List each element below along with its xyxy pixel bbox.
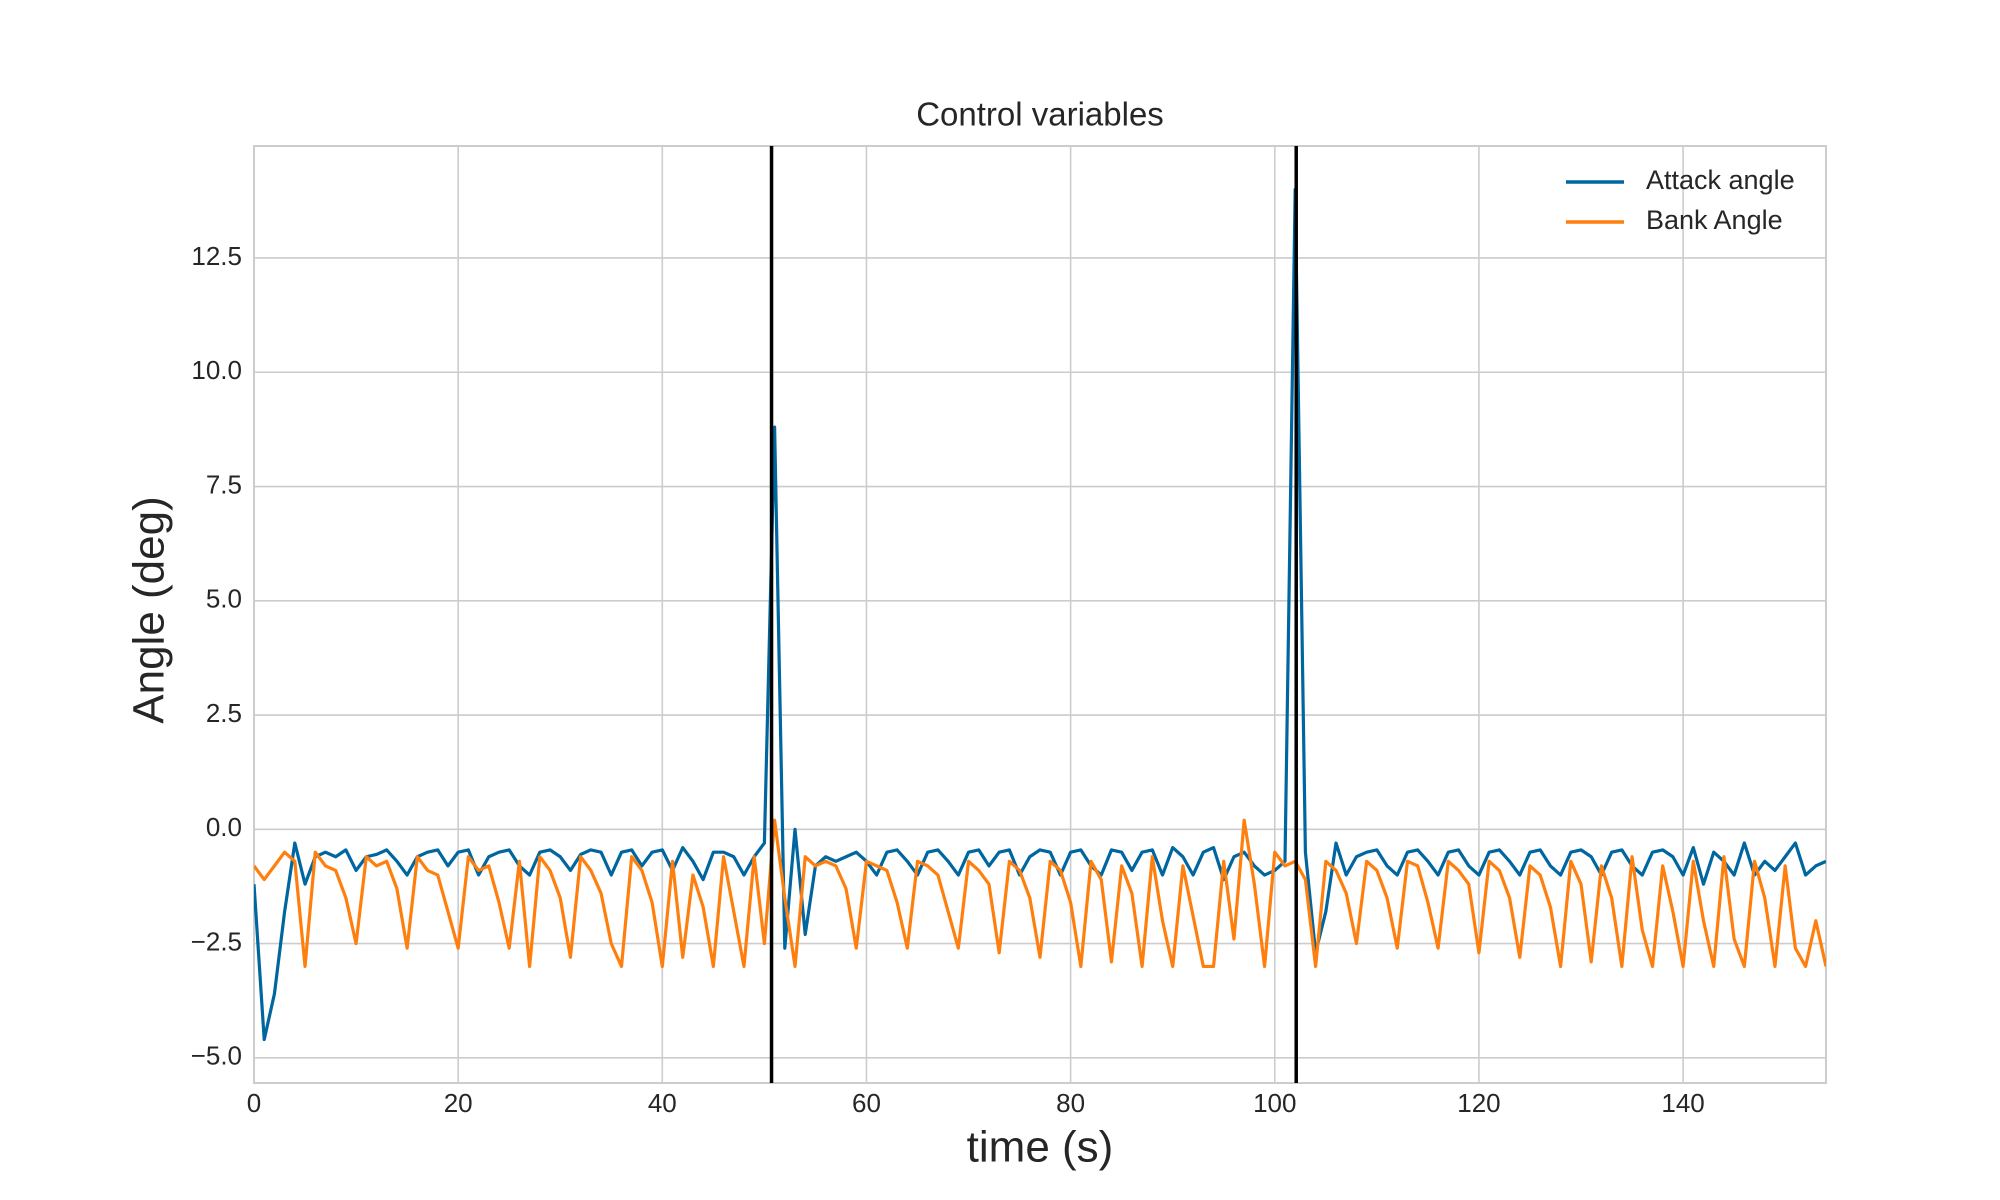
legend-label: Bank Angle <box>1646 205 1783 235</box>
y-tick-label: −2.5 <box>191 926 242 956</box>
chart-title: Control variables <box>916 96 1164 133</box>
legend-label: Attack angle <box>1646 165 1795 195</box>
data-line <box>254 187 1826 1042</box>
x-tick-label: 60 <box>852 1088 881 1118</box>
x-tick-label: 140 <box>1661 1088 1704 1118</box>
y-tick-label: 7.5 <box>206 469 242 499</box>
x-tick-label: 120 <box>1457 1088 1500 1118</box>
x-tick-label: 20 <box>444 1088 473 1118</box>
x-tick-label: 100 <box>1253 1088 1296 1118</box>
x-axis-label: time (s) <box>967 1123 1114 1172</box>
y-tick-label: 10.0 <box>191 355 242 385</box>
data-line <box>254 818 1826 969</box>
y-tick-label: 5.0 <box>206 584 242 614</box>
x-tick-label: 40 <box>648 1088 677 1118</box>
x-tick-label: 80 <box>1056 1088 1085 1118</box>
y-tick-label: 0.0 <box>206 812 242 842</box>
y-axis-label: Angle (deg) <box>125 496 174 723</box>
plot-frame <box>253 145 1827 1084</box>
y-tick-label: 2.5 <box>206 698 242 728</box>
y-tick-label: −5.0 <box>191 1041 242 1071</box>
x-tick-label: 0 <box>247 1088 261 1118</box>
y-tick-label: 12.5 <box>191 241 242 271</box>
